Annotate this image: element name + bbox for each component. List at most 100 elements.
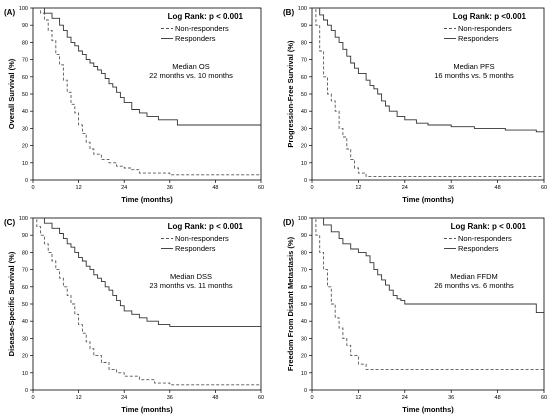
logrank-text: Log Rank: p <0.001 — [453, 12, 527, 21]
y-tick-label: 90 — [22, 23, 28, 29]
y-tick-label: 30 — [22, 126, 28, 132]
x-tick-label: 0 — [310, 185, 313, 191]
x-axis-title: Time (months) — [121, 405, 173, 414]
legend-label: Responders — [458, 244, 499, 253]
x-tick-label: 0 — [31, 395, 34, 401]
legend-label: Non-responders — [175, 234, 229, 243]
y-tick-label: 100 — [298, 6, 307, 12]
y-tick-label: 80 — [301, 40, 307, 46]
x-tick-label: 12 — [355, 395, 361, 401]
km-curve-responders — [312, 7, 544, 133]
legend-label: Non-responders — [175, 24, 229, 33]
y-tick-label: 0 — [25, 178, 28, 184]
y-tick-label: 20 — [301, 354, 307, 360]
y-tick-label: 90 — [22, 233, 28, 239]
y-tick-label: 80 — [22, 40, 28, 46]
km-curve-responders — [312, 217, 544, 314]
y-tick-label: 50 — [301, 302, 307, 308]
median-annotation: Median OS — [172, 62, 210, 71]
x-tick-label: 48 — [212, 395, 218, 401]
logrank-text: Log Rank: p < 0.001 — [168, 222, 244, 231]
x-tick-label: 12 — [355, 185, 361, 191]
y-tick-label: 50 — [22, 92, 28, 98]
median-annotation: 23 months vs. 11 months — [149, 281, 232, 290]
km-curve-responders — [33, 217, 261, 327]
y-tick-label: 30 — [301, 336, 307, 342]
x-tick-label: 60 — [541, 395, 547, 401]
x-tick-label: 60 — [258, 395, 264, 401]
x-axis-title: Time (months) — [121, 195, 173, 204]
y-tick-label: 0 — [25, 388, 28, 394]
median-annotation: Median PFS — [453, 62, 494, 71]
median-annotation: Median DSS — [170, 272, 212, 281]
x-tick-label: 36 — [448, 395, 454, 401]
legend-label: Responders — [458, 34, 499, 43]
panel-label: (B) — [283, 8, 294, 17]
km-curve-non-responders — [312, 7, 544, 178]
x-tick-label: 36 — [448, 185, 454, 191]
km-curve-non-responders — [33, 7, 261, 176]
x-tick-label: 24 — [402, 185, 408, 191]
y-tick-label: 10 — [301, 371, 307, 377]
y-tick-label: 100 — [19, 216, 28, 222]
x-tick-label: 24 — [402, 395, 408, 401]
y-axis-title: Overall Survival (%) — [7, 58, 16, 129]
y-tick-label: 100 — [19, 6, 28, 12]
x-tick-label: 48 — [212, 185, 218, 191]
y-tick-label: 70 — [22, 58, 28, 64]
median-annotation: Median FFDM — [450, 272, 498, 281]
x-tick-label: 0 — [310, 395, 313, 401]
y-axis-title: Progression-Free Survival (%) — [286, 40, 295, 148]
x-tick-label: 48 — [495, 185, 501, 191]
y-tick-label: 50 — [22, 302, 28, 308]
y-tick-label: 100 — [298, 216, 307, 222]
y-tick-label: 30 — [301, 126, 307, 132]
y-axis-title: Disease-Specific Survival (%) — [7, 251, 16, 356]
y-tick-label: 90 — [301, 23, 307, 29]
x-axis-title: Time (months) — [402, 195, 454, 204]
panel-label: (D) — [283, 218, 294, 227]
y-tick-label: 0 — [304, 178, 307, 184]
y-tick-label: 40 — [22, 319, 28, 325]
x-tick-label: 36 — [167, 185, 173, 191]
km-panel-c: (C) 0 12 24 36 48 60 0 10 20 30 40 50 60 70 80 90 100 Time… — [4, 216, 264, 414]
y-tick-label: 70 — [301, 58, 307, 64]
legend-label: Responders — [175, 34, 216, 43]
y-tick-label: 40 — [22, 109, 28, 115]
y-tick-label: 60 — [301, 285, 307, 291]
legend-label: Responders — [175, 244, 216, 253]
x-axis-title: Time (months) — [402, 405, 454, 414]
x-tick-label: 60 — [541, 185, 547, 191]
y-tick-label: 60 — [22, 75, 28, 81]
km-panel-d: (D) 0 12 24 36 48 60 0 10 20 30 40 50 60 70 80 90 100 Time… — [283, 216, 547, 414]
x-tick-label: 12 — [76, 185, 82, 191]
y-tick-label: 60 — [22, 285, 28, 291]
y-tick-label: 10 — [301, 161, 307, 167]
y-tick-label: 70 — [301, 268, 307, 274]
y-tick-label: 60 — [301, 75, 307, 81]
x-tick-label: 24 — [121, 395, 127, 401]
x-tick-label: 24 — [121, 185, 127, 191]
y-tick-label: 80 — [301, 250, 307, 256]
logrank-text: Log Rank: p < 0.001 — [168, 12, 244, 21]
y-axis-title: Freedom From Distant Metastasis (%) — [286, 236, 295, 371]
x-tick-label: 12 — [76, 395, 82, 401]
y-tick-label: 90 — [301, 233, 307, 239]
y-tick-label: 40 — [301, 319, 307, 325]
panel-label: (A) — [4, 8, 15, 17]
panel-label: (C) — [4, 218, 15, 227]
legend-label: Non-responders — [458, 24, 512, 33]
y-tick-label: 20 — [301, 144, 307, 150]
y-tick-label: 10 — [22, 161, 28, 167]
km-curve-non-responders — [312, 217, 544, 370]
y-tick-label: 10 — [22, 371, 28, 377]
legend-label: Non-responders — [458, 234, 512, 243]
x-tick-label: 36 — [167, 395, 173, 401]
km-panel-a: (A) 0 12 24 36 48 60 0 10 20 30 40 50 60 70 80 90 100 Time… — [4, 6, 264, 204]
median-annotation: 22 months vs. 10 months — [149, 71, 233, 80]
y-tick-label: 30 — [22, 336, 28, 342]
y-tick-label: 20 — [22, 354, 28, 360]
km-curve-non-responders — [33, 217, 261, 386]
km-curve-responders — [33, 7, 261, 126]
